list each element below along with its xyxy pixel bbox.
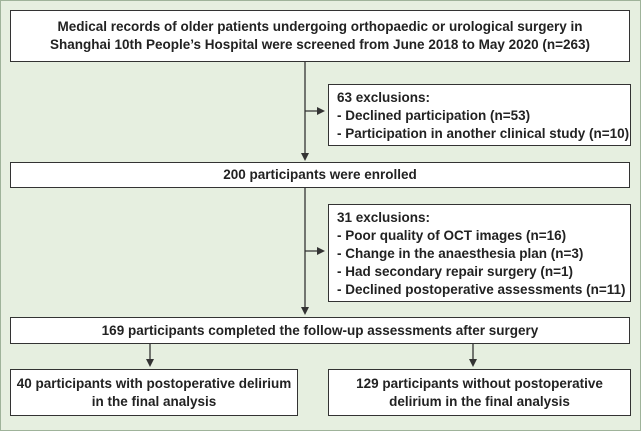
- no-delirium-line-1: 129 participants without postoperative: [356, 375, 603, 391]
- exclusion-item: - Declined postoperative assessments (n=…: [337, 282, 626, 297]
- screening-line-2: Shanghai 10th People’s Hospital were scr…: [49, 37, 591, 52]
- exclusions-1-title: 63 exclusions:: [337, 90, 431, 105]
- delirium-box: 40 participants with postoperative delir…: [10, 369, 298, 416]
- exclusion-item: - Poor quality of OCT images (n=16): [337, 228, 567, 243]
- enrolled-box: 200 participants were enrolled: [10, 162, 630, 188]
- exclusions-box-2: 31 exclusions: - Poor quality of OCT ima…: [328, 204, 631, 302]
- exclusions-box-1: 63 exclusions: - Declined participation …: [328, 84, 631, 146]
- delirium-line-1: 40 participants with postoperative delir…: [16, 375, 292, 391]
- exclusion-item: - Declined participation (n=53): [337, 108, 531, 123]
- exclusion-item: - Participation in another clinical stud…: [337, 126, 630, 141]
- no-delirium-line-2: delirium in the final analysis: [389, 393, 570, 409]
- no-delirium-box: 129 participants without postoperative d…: [328, 369, 631, 416]
- exclusion-item: - Had secondary repair surgery (n=1): [337, 264, 573, 279]
- exclusions-2-title: 31 exclusions:: [337, 210, 431, 225]
- exclusion-item: - Change in the anaesthesia plan (n=3): [337, 246, 584, 261]
- enrolled-text: 200 participants were enrolled: [223, 167, 417, 182]
- completed-text: 169 participants completed the follow-up…: [101, 322, 539, 338]
- completed-box: 169 participants completed the follow-up…: [10, 317, 630, 344]
- screening-line-1: Medical records of older patients underg…: [57, 19, 583, 34]
- screening-box: Medical records of older patients underg…: [10, 10, 630, 62]
- delirium-line-2: in the final analysis: [91, 393, 217, 409]
